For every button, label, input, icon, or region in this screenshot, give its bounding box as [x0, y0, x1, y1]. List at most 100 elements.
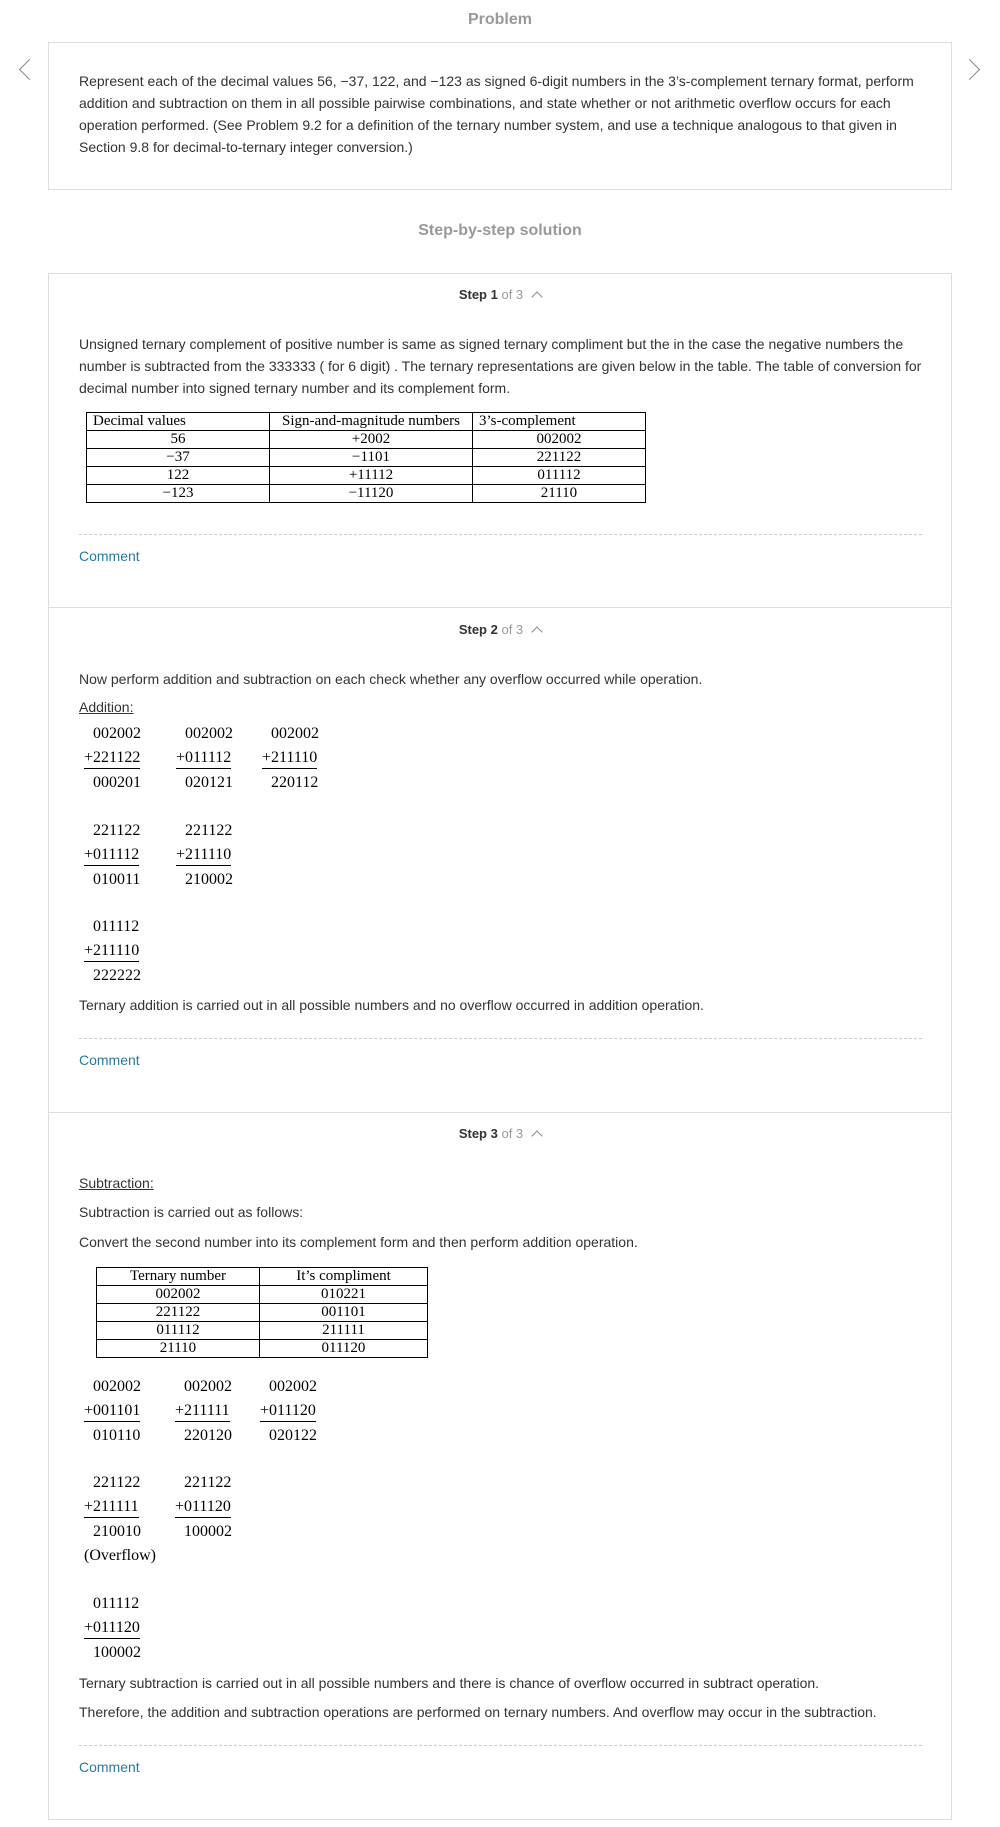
step-3-text-2: Convert the second number into its compl… — [79, 1234, 638, 1250]
step-count: of 3 — [501, 622, 524, 637]
table-header: Sign-and-magnitude numbers — [269, 412, 473, 431]
problem-box — [48, 42, 952, 190]
result: 020121 — [185, 774, 233, 791]
operand-2: +211110 — [84, 941, 140, 962]
operand-1: 002002 — [185, 725, 233, 742]
result: 220112 — [271, 774, 319, 791]
table-cell: 011112 — [96, 1321, 260, 1340]
chevron-up-icon[interactable] — [531, 291, 543, 303]
arithmetic-block: 002002 +001101 010110 — [84, 1375, 141, 1448]
table-row: 221122 001101 — [96, 1303, 428, 1322]
operand-2: +211111 — [84, 1497, 139, 1518]
table-cell: 211111 — [259, 1321, 428, 1340]
step-label: Step 3 — [458, 1126, 498, 1141]
step-3-conclusion-2: Therefore, the addition and subtraction … — [79, 1704, 877, 1720]
arithmetic-block: 002002 +211111 220120 — [175, 1375, 232, 1448]
chevron-left-icon[interactable] — [18, 58, 41, 81]
table-cell: −1101 — [269, 448, 473, 467]
operand-1: 002002 — [93, 1378, 141, 1395]
table-cell: 221122 — [472, 448, 646, 467]
table-cell: 001101 — [259, 1303, 428, 1322]
result: 000201 — [93, 774, 141, 791]
table-cell: 002002 — [472, 430, 646, 449]
step-3-conclusion-1: Ternary subtraction is carried out in al… — [79, 1675, 820, 1691]
operand-1: 221122 — [93, 822, 141, 839]
table-cell: 56 — [86, 430, 270, 449]
operand-2: +001101 — [84, 1401, 141, 1422]
problem-text: Represent each of the decimal values 56,… — [79, 73, 914, 155]
comment-link[interactable]: Comment — [79, 548, 140, 564]
operand-2: +011120 — [260, 1401, 316, 1422]
table-cell: +2002 — [269, 430, 473, 449]
table-cell: 21110 — [96, 1339, 260, 1358]
conversion-table: Decimal values Sign-and-magnitude number… — [86, 412, 646, 503]
operand-2: +011120 — [175, 1497, 231, 1518]
operand-2: +011112 — [84, 845, 140, 866]
step-2-text: Now perform addition and subtraction on … — [79, 671, 703, 687]
step-label: Step 2 — [458, 622, 498, 637]
solution-box — [48, 273, 952, 1820]
arithmetic-block: 002002 +211110 220112 — [262, 722, 319, 795]
overflow-note: (Overflow) — [84, 1547, 156, 1564]
chevron-up-icon[interactable] — [531, 1130, 543, 1142]
result: 010110 — [93, 1427, 141, 1444]
table-cell: +11112 — [269, 466, 473, 485]
step-separator — [48, 1112, 952, 1113]
result: 210002 — [185, 871, 233, 888]
operand-1: 011112 — [93, 918, 140, 935]
table-cell: 010221 — [259, 1285, 428, 1304]
step-1-header[interactable]: Step 1 of 3 — [0, 287, 1000, 303]
chevron-right-icon[interactable] — [958, 58, 981, 81]
chevron-up-icon[interactable] — [531, 626, 543, 638]
operand-1: 002002 — [93, 725, 141, 742]
operand-2: +211110 — [176, 845, 232, 866]
arithmetic-block: 011112 +011120 100002 — [84, 1592, 141, 1665]
operand-2: +011112 — [176, 748, 232, 769]
operand-2: +211111 — [175, 1401, 230, 1422]
table-cell: −11120 — [269, 484, 473, 503]
operand-1: 002002 — [269, 1378, 317, 1395]
arithmetic-block: 221122 +011112 010011 — [84, 819, 140, 892]
arithmetic-block: 002002 +011112 020121 — [176, 722, 233, 795]
comment-link[interactable]: Comment — [79, 1052, 140, 1068]
arithmetic-block: 011112 +211110 222222 — [84, 915, 141, 988]
table-header-row: Ternary number It’s compliment — [96, 1267, 428, 1286]
operand-1: 011112 — [93, 1595, 140, 1612]
step-3-text-1: Subtraction is carried out as follows: — [79, 1204, 304, 1220]
operand-2: +221122 — [84, 748, 141, 769]
operand-1: 221122 — [93, 1474, 141, 1491]
table-cell: 002002 — [96, 1285, 260, 1304]
result: 210010 — [93, 1523, 141, 1540]
result: 010011 — [93, 871, 141, 888]
operand-1: 221122 — [184, 1474, 232, 1491]
step-2-header[interactable]: Step 2 of 3 — [0, 622, 1000, 638]
result: 220120 — [184, 1427, 232, 1444]
operand-1: 002002 — [184, 1378, 232, 1395]
operand-2: +011120 — [84, 1618, 140, 1639]
table-header: Decimal values — [86, 412, 270, 431]
table-row: 122 +11112 011112 — [86, 466, 646, 485]
solution-title: Step-by-step solution — [418, 222, 582, 239]
step-count: of 3 — [501, 1126, 524, 1141]
table-cell: 221122 — [96, 1303, 260, 1322]
step-3-header[interactable]: Step 3 of 3 — [0, 1126, 1000, 1142]
divider — [79, 534, 922, 535]
comment-link[interactable]: Comment — [79, 1759, 140, 1775]
step-1-text: Unsigned ternary complement of positive … — [79, 336, 922, 396]
arithmetic-block: 221122 +211111 210010 (Overflow) — [84, 1471, 156, 1568]
table-cell: 21110 — [472, 484, 646, 503]
subtraction-heading: Subtraction: — [79, 1175, 154, 1191]
arithmetic-block: 221122 +211110 210002 — [176, 819, 233, 892]
operand-2: +211110 — [262, 748, 318, 769]
table-cell: 011112 — [472, 466, 646, 485]
addition-heading: Addition: — [79, 699, 134, 715]
table-row: 56 +2002 002002 — [86, 430, 646, 449]
table-cell: 122 — [86, 466, 270, 485]
step-label: Step 1 — [458, 287, 498, 302]
result: 222222 — [93, 967, 141, 984]
divider — [79, 1038, 922, 1039]
table-header-row: Decimal values Sign-and-magnitude number… — [86, 412, 646, 431]
step-separator — [48, 607, 952, 608]
table-cell: −37 — [86, 448, 270, 467]
table-header: Ternary number — [96, 1267, 260, 1286]
